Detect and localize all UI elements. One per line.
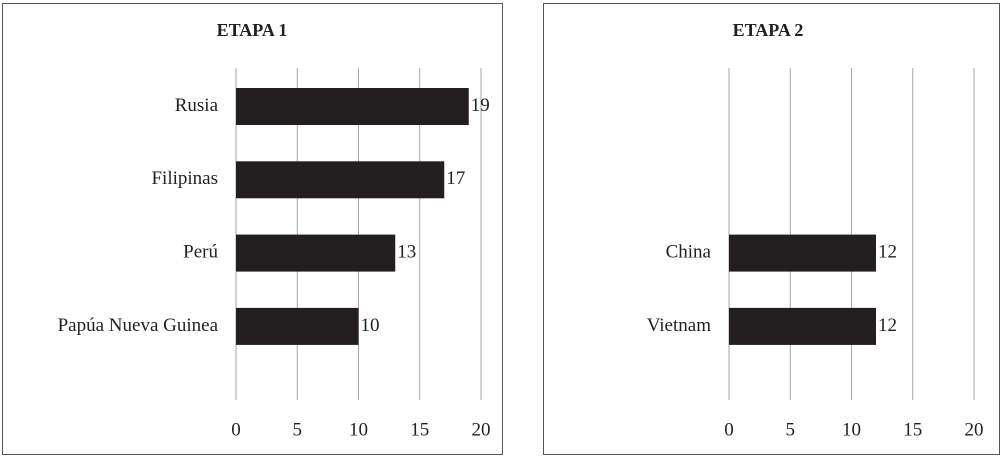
bar bbox=[729, 307, 876, 345]
x-tick-label: 20 bbox=[472, 419, 491, 440]
chart-title: ETAPA 2 bbox=[733, 20, 804, 40]
x-tick-label: 15 bbox=[903, 419, 922, 440]
bar bbox=[236, 88, 469, 125]
x-tick-label: 10 bbox=[349, 419, 368, 440]
x-tick-label: 20 bbox=[965, 419, 984, 440]
x-tick-label: 0 bbox=[231, 419, 241, 440]
bar bbox=[236, 161, 445, 199]
data-label: 12 bbox=[878, 241, 897, 262]
bar bbox=[236, 234, 396, 272]
y-tick-label: Vietnam bbox=[647, 315, 712, 336]
bar bbox=[729, 234, 876, 272]
x-tick-label: 5 bbox=[293, 419, 303, 440]
data-label: 17 bbox=[446, 168, 465, 189]
y-tick-label: Filipinas bbox=[151, 168, 218, 189]
data-label: 19 bbox=[471, 95, 490, 116]
chart-title: ETAPA 1 bbox=[217, 20, 288, 40]
x-tick-label: 15 bbox=[410, 419, 429, 440]
x-tick-label: 10 bbox=[842, 419, 861, 440]
x-tick-label: 5 bbox=[786, 419, 796, 440]
y-tick-label: Perú bbox=[183, 241, 218, 262]
bar bbox=[236, 307, 359, 345]
panel-frame bbox=[2, 3, 503, 455]
panel-frame bbox=[543, 3, 1000, 455]
y-tick-label: China bbox=[666, 241, 712, 262]
y-tick-label: Papúa Nueva Guinea bbox=[58, 315, 219, 336]
data-label: 10 bbox=[361, 315, 380, 336]
data-label: 12 bbox=[878, 315, 897, 336]
data-label: 13 bbox=[397, 241, 416, 262]
y-tick-label: Rusia bbox=[175, 95, 219, 116]
x-tick-label: 0 bbox=[724, 419, 734, 440]
